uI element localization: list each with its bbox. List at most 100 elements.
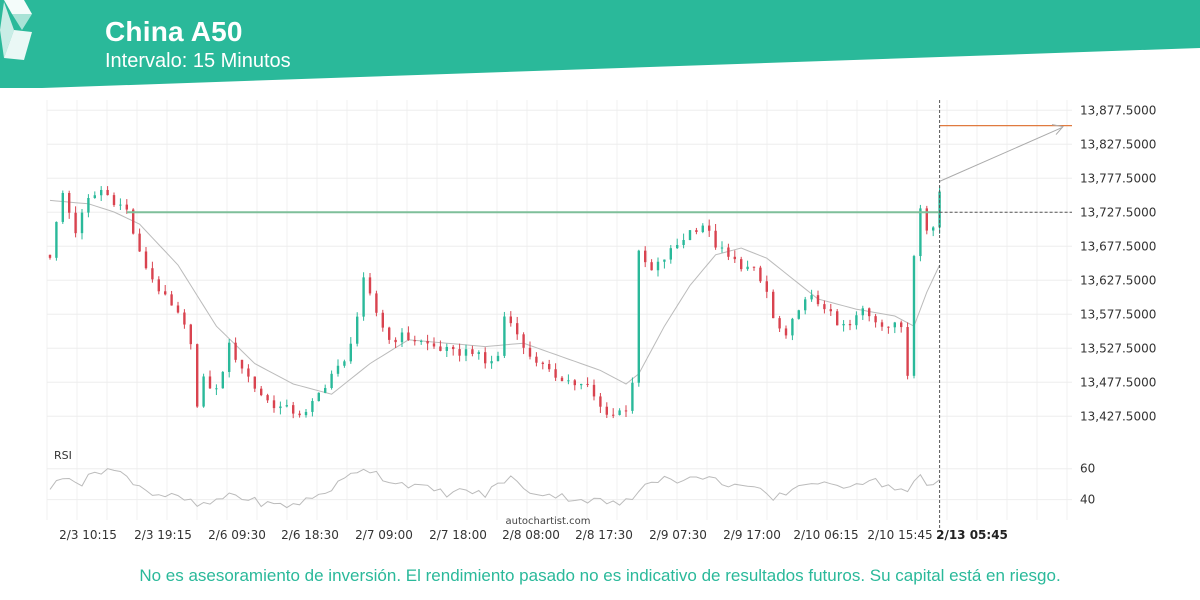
- candle-body: [567, 380, 570, 382]
- y-tick-label: 13,677.5000: [1080, 239, 1156, 253]
- candle-body: [394, 339, 397, 343]
- candle-body: [484, 352, 487, 364]
- candle-body: [503, 316, 506, 356]
- candle-body: [362, 277, 365, 317]
- candle-body: [516, 323, 519, 335]
- candle-body: [324, 387, 327, 393]
- y-tick-label: 13,827.5000: [1080, 137, 1156, 151]
- candle-body: [554, 369, 557, 378]
- rsi-label: RSI: [54, 449, 72, 462]
- candle-body: [740, 259, 743, 270]
- candle-body: [932, 227, 935, 231]
- x-tick-label: 2/8 08:00: [502, 528, 560, 542]
- candle-body: [477, 352, 480, 354]
- candle-body: [221, 371, 224, 389]
- header-banner: China A50 Intervalo: 15 Minutos: [0, 0, 1200, 88]
- candle-body: [356, 316, 359, 344]
- candle-body: [202, 376, 205, 407]
- candle-body: [426, 340, 429, 344]
- candle-body: [560, 377, 564, 382]
- candle-body: [548, 363, 551, 370]
- current-time-label: 2/13 05:45: [936, 528, 1008, 542]
- candle-body: [368, 277, 372, 294]
- candle-body: [183, 312, 186, 325]
- price-chart: 13,877.5000 13,827.5000 13,777.5000 13,727.…: [46, 100, 1156, 542]
- candle-body: [471, 349, 474, 354]
- candle-body: [215, 388, 218, 390]
- x-tick-label: 2/10 15:45: [867, 528, 932, 542]
- candle-body: [61, 192, 64, 222]
- candle-body: [791, 318, 794, 336]
- candle-body: [439, 346, 442, 351]
- candle-body: [708, 225, 711, 231]
- candle-body: [688, 230, 692, 241]
- candle-body: [509, 316, 512, 324]
- candle-body: [663, 259, 666, 262]
- candle-body: [618, 410, 621, 415]
- candle-body: [93, 195, 96, 198]
- candle-body: [170, 294, 173, 306]
- candle-body: [861, 308, 864, 316]
- candle-body: [55, 221, 58, 258]
- candle-body: [644, 250, 647, 263]
- candle-body: [900, 322, 903, 328]
- candle-body: [624, 410, 628, 412]
- y-tick-label: 13,477.5000: [1080, 375, 1156, 389]
- x-tick-label: 2/6 09:30: [208, 528, 266, 542]
- x-tick-label: 2/3 10:15: [59, 528, 117, 542]
- candle-body: [452, 346, 455, 350]
- candle-body: [656, 261, 660, 271]
- candle-body: [330, 373, 333, 388]
- candle-body: [599, 396, 602, 407]
- candle-body: [164, 291, 167, 295]
- candle-body: [189, 324, 192, 345]
- candle-body: [381, 312, 384, 328]
- page-title: China A50: [105, 16, 243, 47]
- y-tick-label: 13,777.5000: [1080, 171, 1156, 185]
- candle-body: [311, 401, 314, 412]
- candle-body: [637, 250, 640, 383]
- candle-body: [541, 362, 544, 364]
- x-tick-label: 2/7 18:00: [429, 528, 487, 542]
- candle-body: [48, 254, 52, 258]
- rsi-tick-label: 60: [1080, 462, 1095, 476]
- candle-body: [106, 189, 109, 196]
- candle-body: [797, 310, 800, 319]
- rsi-line: [49, 468, 940, 509]
- candle-body: [535, 356, 538, 363]
- candle-body: [298, 413, 301, 416]
- candle-body: [292, 405, 295, 414]
- candle-body: [714, 230, 717, 248]
- candle-body: [234, 342, 237, 360]
- candle-body: [669, 248, 672, 260]
- candle-body: [68, 192, 71, 213]
- x-tick-label: 2/9 07:30: [649, 528, 707, 542]
- projection-arrow-line: [939, 127, 1063, 182]
- candle-body: [420, 340, 423, 342]
- candle-body: [586, 383, 589, 385]
- candle-body: [151, 268, 154, 280]
- candle-body: [112, 195, 116, 205]
- candle-body: [727, 247, 730, 257]
- x-tick-label: 2/10 06:15: [793, 528, 858, 542]
- candle-body: [752, 266, 756, 268]
- y-tick-label: 13,427.5000: [1080, 409, 1156, 423]
- candle-body: [336, 365, 340, 374]
- candle-body: [848, 323, 852, 326]
- candle-body: [304, 411, 308, 416]
- candle-body: [605, 406, 608, 415]
- candle-body: [855, 315, 858, 326]
- candle-body: [119, 204, 122, 206]
- candle-body: [279, 406, 282, 409]
- candle-body: [836, 311, 839, 326]
- candle-body: [458, 349, 461, 356]
- candle-body: [842, 323, 845, 326]
- candle-body: [682, 240, 685, 245]
- candle-body: [400, 332, 404, 343]
- x-tick-label: 2/8 17:30: [575, 528, 633, 542]
- candle-body: [580, 383, 583, 386]
- x-tick-label: 2/7 09:00: [355, 528, 413, 542]
- autochartist-logo-icon: [0, 0, 32, 60]
- candle-body: [746, 266, 749, 270]
- candle-body: [592, 384, 596, 397]
